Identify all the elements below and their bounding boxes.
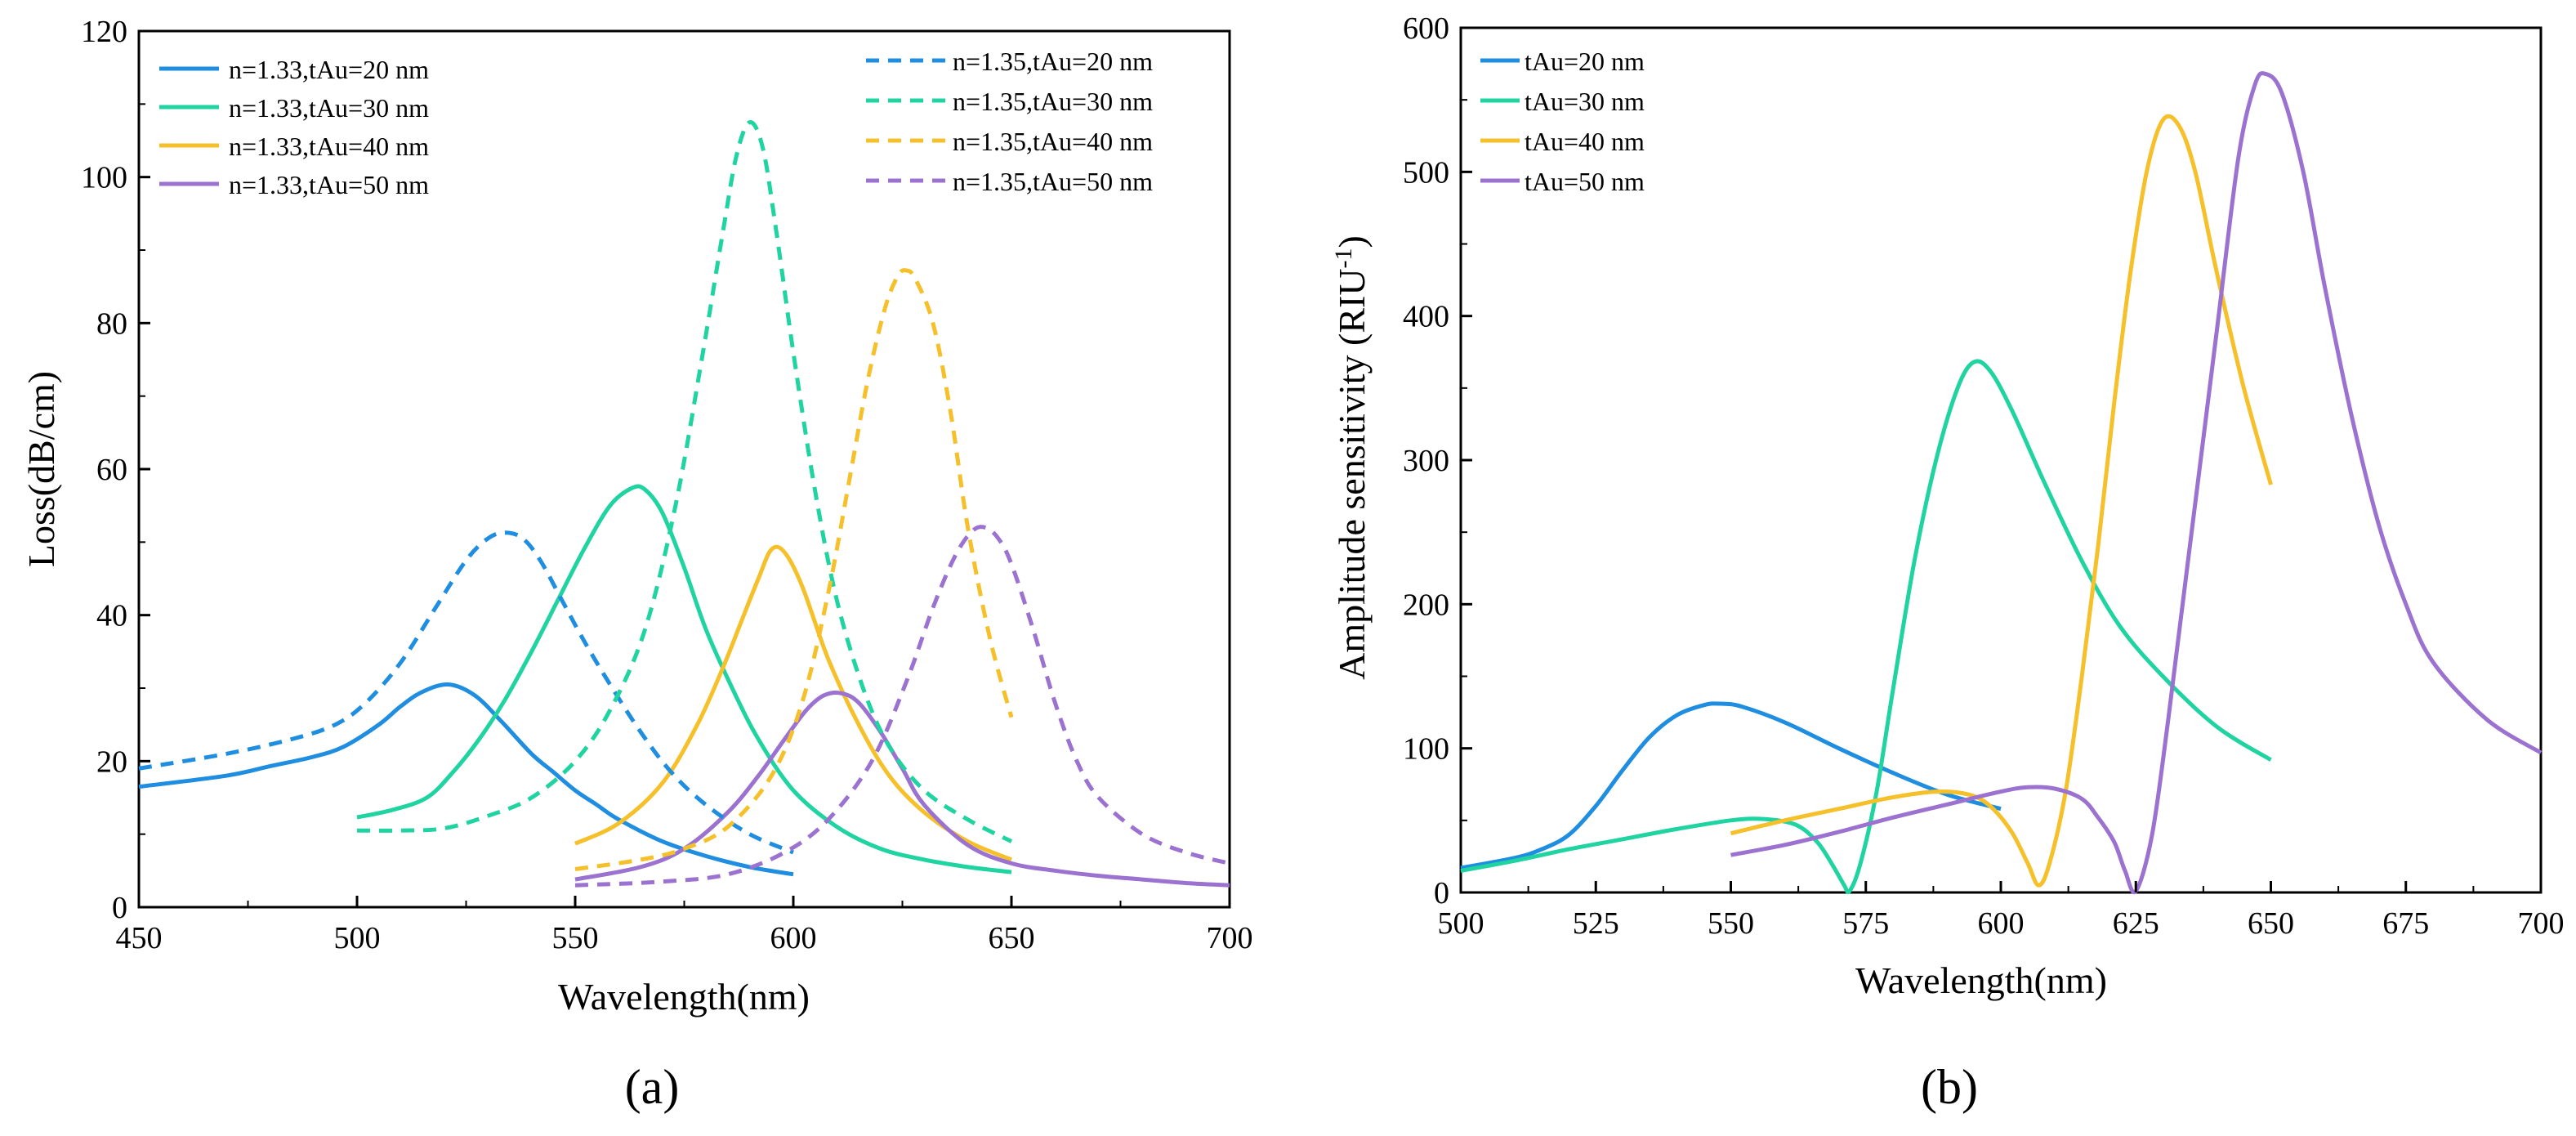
legend-b-label-2: tAu=30 nm: [1525, 87, 1645, 116]
x-tick-label-b-1: 500: [1438, 906, 1484, 941]
y-tick-label-a-1: 0: [112, 891, 127, 925]
chart-b-legend: tAu=20 nm tAu=30 nm tAu=40 nm tAu=50 nm: [1480, 47, 1645, 196]
chart-a: 450 500 550 600 650 700 0 20 40 60 80 100 120 n=1.33…: [20, 15, 1253, 1114]
y-tick-label-a-7: 120: [81, 15, 127, 49]
series-line-a-2: [356, 484, 1012, 874]
series-line-b-4: [1730, 71, 2543, 895]
x-tick-label-b-8: 675: [2382, 906, 2429, 941]
legend-b-label-1: tAu=20 nm: [1525, 47, 1645, 76]
chart-b: 500 525 550 575 600 625 650 675 700 0 100 200 300 400…: [1330, 11, 2565, 1114]
legend-b-label-4: tAu=50 nm: [1525, 167, 1645, 196]
panel-a-label: (a): [625, 1060, 680, 1114]
series-line-b-3: [1730, 114, 2273, 888]
y-tick-label-a-5: 80: [96, 306, 127, 341]
chart-a-xlabel: Wavelength(nm): [558, 976, 810, 1017]
legend-a-label-4: n=1.33,tAu=50 nm: [229, 170, 429, 199]
series-line-a-1: [138, 682, 794, 877]
x-tick-label-a-3: 550: [552, 921, 599, 955]
y-tick-label-a-3: 40: [96, 599, 127, 633]
x-tick-label-b-3: 550: [1708, 906, 1754, 941]
y-tick-label-b-6: 500: [1403, 155, 1449, 190]
chart-b-ticks: 500 525 550 575 600 625 650 675 700 0 100 200 300 400…: [1403, 11, 2565, 941]
chart-b-ylabel-end: ): [1331, 235, 1373, 248]
series-line-a-4: [574, 691, 1230, 888]
chart-a-ticks: 450 500 550 600 650 700 0 20 40 60 80 100 120: [81, 15, 1253, 955]
chart-b-plot-frame: [1459, 26, 2543, 894]
legend-a-label-1: n=1.33,tAu=20 nm: [229, 55, 429, 84]
chart-a-legend-left: n=1.33,tAu=20 nm n=1.33,tAu=30 nm n=1.33…: [159, 55, 429, 199]
series-line-a-8: [574, 525, 1230, 888]
chart-a-ylabel: Loss(dB/cm): [20, 371, 62, 567]
series-line-b-2: [1460, 359, 2272, 895]
y-tick-label-b-3: 200: [1403, 588, 1449, 622]
y-tick-label-a-2: 20: [96, 745, 127, 779]
x-tick-label-a-5: 650: [989, 921, 1035, 955]
legend-a-label-5: n=1.35,tAu=20 nm: [953, 47, 1153, 76]
x-tick-label-b-7: 650: [2248, 906, 2294, 941]
legend-a-label-2: n=1.33,tAu=30 nm: [229, 93, 429, 123]
y-tick-label-b-5: 400: [1403, 300, 1449, 334]
series-line-a-7: [574, 268, 1014, 871]
y-tick-label-b-1: 0: [1434, 876, 1449, 910]
x-tick-label-b-9: 700: [2518, 906, 2565, 941]
chart-a-series: [138, 120, 1230, 888]
series-line-a-6: [356, 120, 1013, 843]
x-tick-label-a-1: 450: [116, 921, 163, 955]
series-line-a-5: [138, 530, 794, 855]
chart-b-series: [1460, 71, 2543, 895]
legend-a-label-3: n=1.33,tAu=40 nm: [229, 132, 429, 161]
x-tick-label-b-2: 525: [1573, 906, 1619, 941]
chart-b-ylabel: Amplitude sensitivity (RIU-1): [1330, 235, 1373, 680]
y-tick-label-a-4: 60: [96, 453, 127, 487]
chart-a-legend-right: n=1.35,tAu=20 nm n=1.35,tAu=30 nm n=1.35…: [866, 47, 1153, 196]
x-tick-label-b-5: 600: [1978, 906, 2025, 941]
x-tick-label-a-2: 500: [334, 921, 381, 955]
legend-a-label-7: n=1.35,tAu=40 nm: [953, 127, 1153, 156]
series-line-a-3: [574, 544, 1012, 862]
x-tick-label-a-4: 600: [770, 921, 817, 955]
series-line-b-1: [1460, 701, 2002, 870]
x-tick-label-a-6: 700: [1207, 921, 1253, 955]
y-tick-label-b-2: 100: [1403, 732, 1449, 767]
chart-b-xlabel: Wavelength(nm): [1855, 959, 2107, 1001]
x-tick-label-b-6: 625: [2113, 906, 2159, 941]
x-tick-label-b-4: 575: [1842, 906, 1889, 941]
legend-a-label-6: n=1.35,tAu=30 nm: [953, 87, 1153, 116]
y-tick-label-b-7: 600: [1403, 11, 1449, 46]
chart-b-ylabel-main: Amplitude sensitivity (RIU: [1331, 268, 1373, 679]
legend-b-label-3: tAu=40 nm: [1525, 127, 1645, 156]
y-tick-label-b-4: 300: [1403, 444, 1449, 478]
panel-b-label: (b): [1921, 1060, 1978, 1114]
legend-a-label-8: n=1.35,tAu=50 nm: [953, 167, 1153, 196]
y-tick-label-a-6: 100: [81, 161, 127, 195]
chart-b-ylabel-sup: -1: [1330, 248, 1357, 268]
